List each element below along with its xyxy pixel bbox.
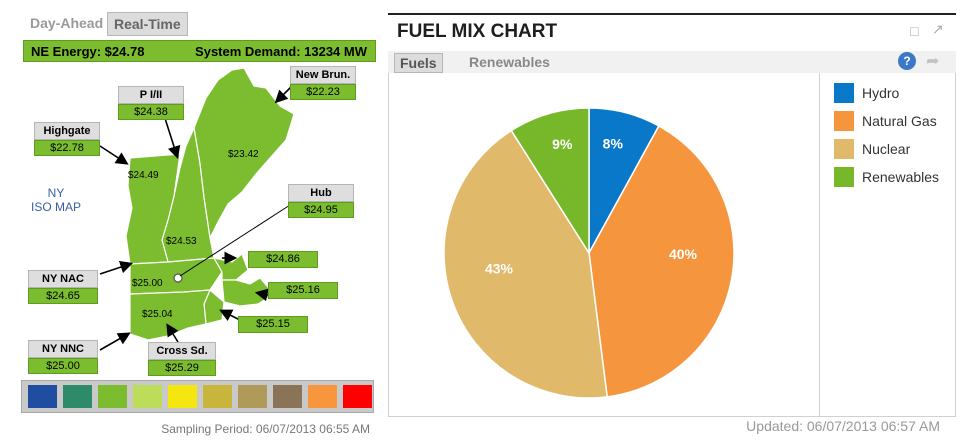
minimize-icon[interactable]: □ (910, 23, 919, 39)
price-ct-east[interactable]: $25.15 (238, 316, 308, 333)
zone-highgate[interactable]: Highgate $22.78 (34, 122, 100, 156)
map-value-vermont: $24.49 (128, 170, 159, 181)
legend-label: Natural Gas (862, 113, 937, 129)
tab-real-time[interactable]: Real-Time (107, 12, 188, 36)
ny-iso-map-link[interactable]: NY ISO MAP (30, 186, 81, 214)
zone-ny-nac[interactable]: NY NAC $24.65 (28, 270, 98, 304)
system-demand: System Demand: 13234 MW (195, 44, 367, 59)
color-swatch (98, 385, 127, 408)
sampling-period: Sampling Period: 06/07/2013 06:55 AM (161, 422, 370, 436)
energy-summary-bar: NE Energy: $24.78 System Demand: 13234 M… (23, 40, 376, 62)
tab-fuels[interactable]: Fuels (394, 53, 443, 73)
page-title: FUEL MIX CHART (397, 21, 558, 42)
fuel-mix-chart: 8% 40% 43% 9% Hydro Natural Gas Nuclear Renewa… (388, 73, 956, 417)
price-sema[interactable]: $25.16 (268, 282, 338, 299)
legend-swatch (834, 167, 854, 187)
lmp-map-panel: Day-Ahead Real-Time NE Energy: $24.78 Sy… (18, 8, 378, 440)
color-swatch (343, 385, 372, 408)
color-swatch (133, 385, 162, 408)
legend-label: Hydro (862, 85, 900, 101)
ne-energy-price: NE Energy: $24.78 (31, 44, 145, 59)
map-regions (125, 67, 295, 341)
tab-renewables[interactable]: Renewables (469, 54, 550, 70)
pie-slice-renewables[interactable] (510, 107, 590, 256)
zone-pi-ii[interactable]: P I/II $24.38 (118, 86, 184, 120)
legend-swatch (834, 139, 854, 159)
map-value-nh: $24.53 (166, 236, 197, 247)
legend-swatch (834, 111, 854, 131)
fuel-mix-panel: FUEL MIX CHART □ ↗ Fuels Renewables ? ➦ … (388, 13, 956, 442)
help-icon[interactable]: ? (898, 52, 916, 70)
color-swatch (273, 385, 302, 408)
pie-label-nuclear: 43% (485, 260, 514, 276)
region-sema[interactable] (221, 277, 275, 307)
map-arrows (99, 81, 297, 351)
color-swatch (28, 385, 57, 408)
color-swatch (308, 385, 337, 408)
price-ri[interactable]: $24.86 (248, 251, 318, 268)
color-swatch (63, 385, 92, 408)
zone-new-brun[interactable]: New Brun. $22.23 (290, 66, 356, 100)
legend-label: Renewables (862, 169, 940, 185)
tab-day-ahead[interactable]: Day-Ahead (30, 15, 104, 31)
color-swatch (238, 385, 267, 408)
legend-swatch (834, 83, 854, 103)
color-swatch (203, 385, 232, 408)
share-icon[interactable]: ➦ (926, 53, 940, 70)
fuel-mix-tabs: Fuels Renewables ? ➦ (388, 51, 956, 73)
map-value-ct: $25.04 (142, 309, 173, 320)
pie-slice-nuclear[interactable] (443, 129, 609, 399)
expand-icon[interactable]: ↗ (932, 21, 944, 37)
price-color-legend (21, 380, 374, 413)
pie-label-renewables: 9% (552, 136, 573, 152)
legend-label: Nuclear (862, 141, 911, 157)
zone-ny-nnc[interactable]: NY NNC $25.00 (28, 340, 98, 374)
chart-legend: Hydro Natural Gas Nuclear Renewables (819, 73, 956, 416)
map-value-wcma: $25.00 (132, 278, 163, 289)
zone-cross-sd[interactable]: Cross Sd. $25.29 (148, 342, 216, 376)
zone-hub[interactable]: Hub $24.95 (288, 184, 354, 218)
pie-slice-natural-gas[interactable] (588, 124, 735, 398)
pie-label-natural-gas: 40% (669, 246, 698, 262)
pie-label-hydro: 8% (603, 135, 624, 151)
hub-leader-line (179, 204, 291, 277)
color-swatch (168, 385, 197, 408)
updated-timestamp: Updated: 06/07/2013 06:57 AM (746, 418, 940, 434)
pie-chart: 8% 40% 43% 9% (443, 107, 735, 399)
new-england-map (99, 67, 297, 351)
map-value-maine: $23.42 (228, 149, 259, 160)
region-connecticut[interactable] (129, 289, 211, 341)
